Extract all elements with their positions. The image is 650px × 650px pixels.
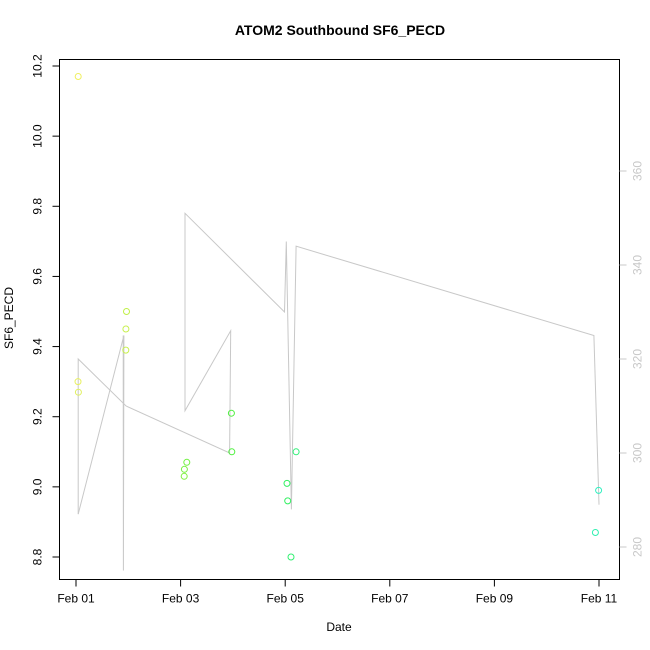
y-tick-label: 9.6 <box>31 268 45 285</box>
data-point <box>227 409 235 417</box>
x-tick-label: Feb 07 <box>371 592 409 606</box>
data-point <box>292 448 300 456</box>
right-axis-lines <box>77 212 600 571</box>
data-point <box>180 465 188 473</box>
data-point <box>283 479 291 487</box>
data-point <box>74 73 82 80</box>
data-point <box>122 325 130 333</box>
y-tick-label: 9.4 <box>31 338 45 355</box>
data-point <box>183 458 191 466</box>
x-axis-label: Date <box>326 620 352 634</box>
y-tick-label: 9.8 <box>31 198 45 215</box>
y2-tick-label: 360 <box>631 161 645 181</box>
y-tick-label: 10.0 <box>31 124 45 148</box>
data-point <box>228 448 236 456</box>
data-point <box>595 486 603 494</box>
data-point <box>287 553 295 561</box>
data-points <box>74 73 603 561</box>
data-point <box>74 378 82 386</box>
y2-tick-label: 300 <box>631 443 645 463</box>
y-tick-label: 9.2 <box>31 408 45 425</box>
plot-frame <box>59 59 620 580</box>
x-tick-label: Feb 05 <box>267 592 305 606</box>
data-point <box>591 529 599 536</box>
y2-axis: 280 300 320 340 360 <box>619 161 645 557</box>
y2-tick-label: 340 <box>631 255 645 275</box>
x-tick-label: Feb 03 <box>162 592 200 606</box>
y-tick-label: 8.8 <box>31 548 45 565</box>
x-tick-label: Feb 11 <box>581 592 618 606</box>
chart-title: ATOM2 Southbound SF6_PECD <box>235 22 445 38</box>
x-tick-label: Feb 09 <box>476 592 514 606</box>
y2-tick-label: 320 <box>631 349 645 369</box>
series-line-0 <box>77 212 600 515</box>
data-point <box>122 346 130 354</box>
y-axis: 8.8 9.0 9.2 9.4 9.6 9.8 10.0 10.2 <box>31 54 60 565</box>
data-point <box>123 308 130 315</box>
x-axis: Feb 01 Feb 03 Feb 05 Feb 07 Feb 09 Feb 11 <box>57 579 618 606</box>
y2-tick-label: 280 <box>631 537 645 557</box>
y-axis-label: SF6_PECD <box>2 287 16 349</box>
data-point <box>180 472 188 480</box>
series-line-1 <box>77 335 125 571</box>
y-tick-label: 10.2 <box>31 54 45 78</box>
x-tick-label: Feb 01 <box>57 592 95 606</box>
y-tick-label: 9.0 <box>31 478 45 495</box>
data-point <box>284 497 292 505</box>
data-point <box>74 388 82 396</box>
